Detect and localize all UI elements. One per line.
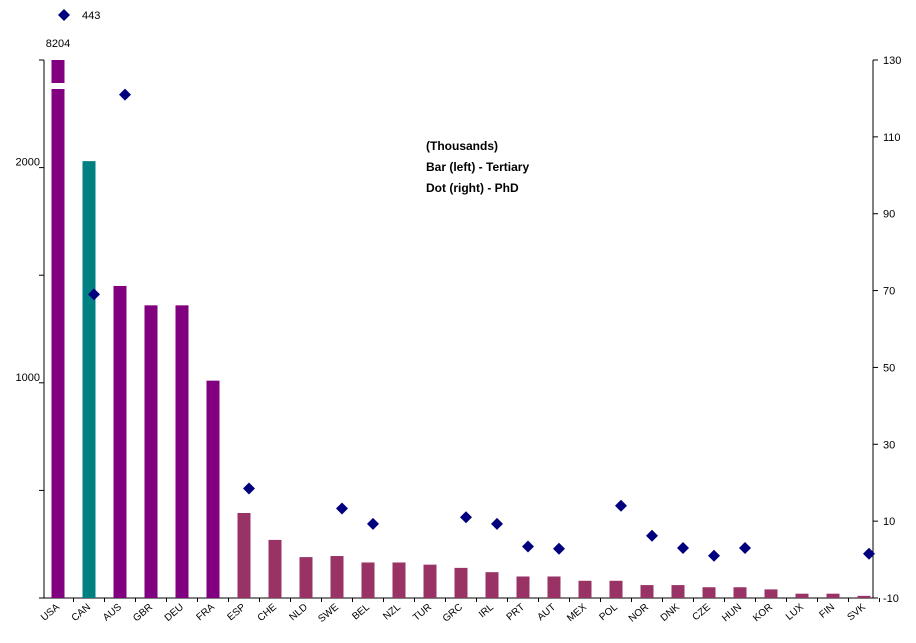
bar-fra bbox=[206, 380, 220, 598]
bar-pol bbox=[609, 580, 623, 598]
category-label: NZL bbox=[381, 602, 403, 623]
bar-aus bbox=[113, 285, 127, 598]
category-label: KOR bbox=[751, 602, 775, 624]
category-label: CHE bbox=[256, 602, 279, 624]
dot-offscale-label: 443 bbox=[82, 10, 100, 22]
right-tick-label: 90 bbox=[883, 209, 895, 221]
right-tick-label: 10 bbox=[883, 516, 895, 528]
dot-pol bbox=[615, 499, 627, 512]
category-label: GBR bbox=[131, 602, 155, 624]
dot-esp bbox=[243, 482, 255, 495]
right-tick-label: 70 bbox=[883, 286, 895, 298]
bar-svk bbox=[857, 595, 871, 598]
bar-offscale-label: 8204 bbox=[46, 38, 70, 50]
category-label: CZE bbox=[691, 602, 714, 623]
bar-dnk bbox=[671, 585, 685, 598]
right-tick-label: 30 bbox=[883, 439, 895, 451]
right-tick-label: -10 bbox=[883, 593, 899, 605]
category-label: LUX bbox=[784, 602, 806, 623]
right-tick-label: 130 bbox=[883, 55, 901, 67]
bar-tur bbox=[423, 564, 437, 598]
category-label: SWE bbox=[316, 602, 341, 625]
category-label: IRL bbox=[477, 602, 496, 621]
bar-irl bbox=[485, 572, 499, 598]
bar-aut bbox=[547, 576, 561, 598]
dot-hun bbox=[739, 542, 751, 555]
dots: 443 bbox=[58, 9, 875, 562]
annotation-dot-legend: Dot (right) - PhD bbox=[426, 181, 519, 195]
category-label: PRT bbox=[505, 602, 527, 623]
category-label: CAN bbox=[70, 602, 93, 624]
bar-can bbox=[82, 161, 96, 599]
dot-can bbox=[88, 288, 100, 301]
dot-aus bbox=[119, 88, 131, 101]
dot-usa bbox=[58, 9, 70, 21]
left-tick-label: 2000 bbox=[16, 157, 40, 169]
dot-swe bbox=[336, 502, 348, 515]
annotation-bar-legend: Bar (left) - Tertiary bbox=[426, 160, 529, 174]
dot-bel bbox=[367, 517, 379, 530]
bar-kor bbox=[764, 589, 778, 598]
bar-bel bbox=[361, 562, 375, 598]
category-label: SVK bbox=[846, 602, 869, 624]
bar-che bbox=[268, 539, 282, 598]
category-label: NOR bbox=[627, 602, 651, 625]
category-label: USA bbox=[39, 602, 62, 624]
annotation-units: (Thousands) bbox=[426, 139, 498, 153]
left-tick-label: 1000 bbox=[16, 372, 40, 384]
category-label: BEL bbox=[350, 602, 372, 623]
category-label: HUN bbox=[720, 602, 744, 624]
bar-fin bbox=[826, 593, 840, 598]
bar-cze bbox=[702, 587, 716, 598]
dot-prt bbox=[522, 540, 534, 553]
dot-nor bbox=[646, 529, 658, 542]
right-tick-label: 50 bbox=[883, 362, 895, 374]
bar-gbr bbox=[144, 305, 158, 598]
category-labels: USA CAN AUS GBR DEU FRA ESP CHE NLD SWE BEL NZL TUR G… bbox=[39, 602, 868, 625]
bar-lux bbox=[795, 593, 809, 598]
bar-nld bbox=[299, 557, 313, 598]
category-label: DNK bbox=[659, 602, 682, 624]
bar-usa bbox=[51, 60, 65, 598]
dot-aut bbox=[553, 542, 565, 555]
bar-deu bbox=[175, 305, 189, 598]
dot-svk bbox=[863, 547, 875, 560]
category-label: GRC bbox=[441, 602, 465, 625]
dot-cze bbox=[708, 549, 720, 562]
category-label: NLD bbox=[288, 602, 310, 623]
bar-grc bbox=[454, 567, 468, 598]
bar-swe bbox=[330, 556, 344, 598]
bar-nzl bbox=[392, 562, 406, 598]
category-label: FRA bbox=[195, 602, 218, 623]
category-label: ESP bbox=[226, 602, 249, 624]
dot-dnk bbox=[677, 542, 689, 555]
category-label: MEX bbox=[565, 602, 589, 625]
dot-irl bbox=[491, 517, 503, 530]
category-label: AUS bbox=[101, 602, 124, 624]
right-tick-label: 110 bbox=[883, 132, 901, 144]
chart-annotations: (Thousands) Bar (left) - Tertiary Dot (r… bbox=[426, 139, 529, 195]
bar-mex bbox=[578, 580, 592, 598]
category-label: TUR bbox=[411, 602, 434, 624]
bars: 8204 bbox=[46, 38, 871, 599]
bar-break-mark bbox=[50, 83, 66, 89]
category-label: POL bbox=[598, 602, 621, 624]
category-label: FIN bbox=[818, 602, 837, 621]
bar-esp bbox=[237, 512, 251, 598]
dot-grc bbox=[460, 511, 472, 524]
bar-prt bbox=[516, 576, 530, 598]
category-label: AUT bbox=[536, 602, 558, 623]
bar-hun bbox=[733, 587, 747, 598]
bar-nor bbox=[640, 585, 654, 598]
category-label: DEU bbox=[163, 602, 186, 624]
